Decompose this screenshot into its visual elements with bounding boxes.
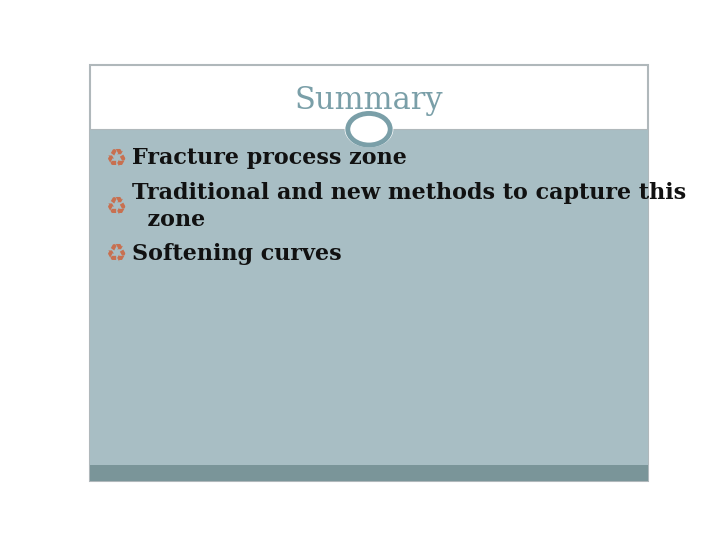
Text: ♻: ♻	[107, 242, 127, 266]
FancyBboxPatch shape	[90, 465, 648, 481]
Circle shape	[345, 111, 393, 147]
Text: ♻: ♻	[107, 194, 127, 218]
Text: Softening curves: Softening curves	[132, 243, 341, 265]
FancyBboxPatch shape	[90, 65, 648, 481]
FancyBboxPatch shape	[90, 129, 648, 465]
Text: ♻: ♻	[107, 146, 127, 170]
Text: Summary: Summary	[294, 85, 444, 116]
Text: Fracture process zone: Fracture process zone	[132, 147, 407, 170]
Text: Traditional and new methods to capture this
  zone: Traditional and new methods to capture t…	[132, 181, 686, 231]
